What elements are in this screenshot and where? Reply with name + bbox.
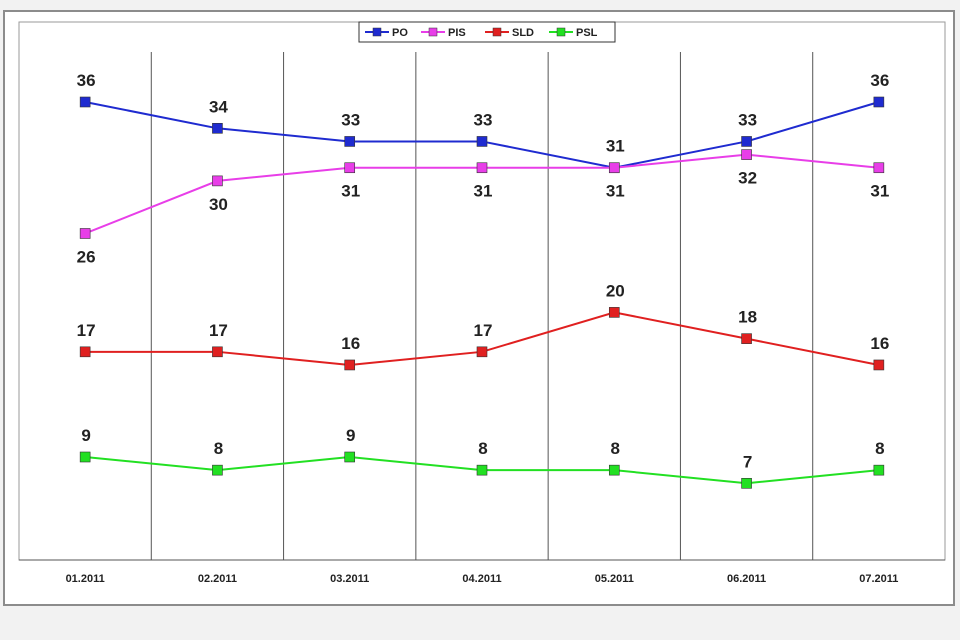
data-point-po bbox=[741, 136, 752, 147]
data-point-psl bbox=[873, 464, 885, 476]
legend-label-sld: SLD bbox=[512, 27, 534, 39]
data-label-sld: 20 bbox=[606, 281, 625, 300]
data-point-sld bbox=[79, 346, 91, 358]
data-point-po bbox=[212, 122, 223, 134]
data-label-pis: 31 bbox=[870, 182, 889, 201]
data-point-sld bbox=[212, 346, 223, 358]
data-point-pis bbox=[873, 162, 885, 174]
data-point-po bbox=[79, 96, 91, 108]
legend-marker-psl bbox=[556, 27, 566, 37]
data-point-sld bbox=[873, 359, 885, 371]
x-tick-label: 05.2011 bbox=[595, 573, 634, 585]
data-point-pis bbox=[344, 162, 356, 174]
data-point-psl bbox=[476, 464, 488, 476]
data-label-pis: 32 bbox=[738, 169, 757, 188]
data-label-pis: 31 bbox=[606, 182, 625, 201]
legend-label-po: PO bbox=[392, 27, 408, 39]
x-tick-label: 04.2011 bbox=[462, 573, 501, 585]
data-point-pis bbox=[79, 228, 91, 239]
data-point-pis bbox=[476, 162, 488, 174]
data-point-po bbox=[344, 136, 356, 147]
data-point-sld bbox=[344, 359, 356, 371]
data-point-psl bbox=[212, 464, 223, 476]
data-label-pis: 26 bbox=[77, 247, 96, 266]
data-label-sld: 17 bbox=[474, 321, 493, 340]
legend-marker-po bbox=[372, 27, 382, 37]
data-point-sld bbox=[608, 307, 620, 318]
x-tick-labels: 01.2011 02.2011 03.2011 04.2011 05.2011 06.20… bbox=[66, 573, 899, 585]
data-point-sld bbox=[476, 346, 488, 358]
series-lines bbox=[79, 96, 885, 489]
data-point-psl bbox=[79, 451, 91, 463]
data-label-po: 33 bbox=[738, 110, 757, 129]
data-label-psl: 7 bbox=[743, 452, 752, 471]
grid-lines bbox=[150, 52, 814, 560]
data-label-psl: 8 bbox=[611, 439, 620, 458]
data-label-sld: 18 bbox=[738, 308, 757, 327]
data-point-sld bbox=[741, 333, 752, 344]
data-point-po bbox=[476, 136, 488, 147]
legend-marker-pis bbox=[428, 27, 438, 37]
data-label-pis: 31 bbox=[341, 182, 360, 201]
legend: PO PIS SLD PSL bbox=[358, 21, 616, 43]
x-tick-label: 02.2011 bbox=[198, 573, 237, 585]
data-point-psl bbox=[741, 477, 752, 489]
x-tick-label: 01.2011 bbox=[66, 573, 105, 585]
data-label-po: 33 bbox=[341, 110, 360, 129]
data-label-psl: 9 bbox=[346, 426, 355, 445]
legend-label-psl: PSL bbox=[576, 27, 598, 39]
x-tick-label: 03.2011 bbox=[330, 573, 369, 585]
data-label-po: 36 bbox=[77, 71, 96, 90]
data-label-po: 31 bbox=[606, 137, 625, 156]
data-label-pis: 31 bbox=[474, 182, 493, 201]
plot-area bbox=[18, 21, 946, 561]
data-labels: 36 34 33 33 31 33 36 26 30 31 31 31 32 31 17 17 16 17 20 18… bbox=[77, 71, 890, 471]
data-label-sld: 17 bbox=[209, 321, 228, 340]
data-label-psl: 8 bbox=[875, 439, 884, 458]
line-chart: 36 34 33 33 31 33 36 26 30 31 31 31 32 31 17 17 16 17 20 18… bbox=[18, 21, 946, 585]
data-label-po: 36 bbox=[870, 71, 889, 90]
data-point-psl bbox=[608, 464, 620, 476]
legend-marker-sld bbox=[492, 27, 502, 37]
data-point-pis bbox=[608, 162, 620, 174]
data-label-sld: 17 bbox=[77, 321, 96, 340]
data-point-pis bbox=[741, 149, 752, 160]
data-point-psl bbox=[344, 451, 356, 463]
data-label-po: 33 bbox=[474, 110, 493, 129]
data-label-po: 34 bbox=[209, 97, 228, 116]
x-tick-label: 07.2011 bbox=[859, 573, 898, 585]
chart-frame: 36 34 33 33 31 33 36 26 30 31 31 31 32 31 17 17 16 17 20 18… bbox=[3, 10, 955, 606]
data-point-po bbox=[873, 96, 885, 108]
data-label-sld: 16 bbox=[341, 334, 360, 353]
legend-label-pis: PIS bbox=[448, 27, 466, 39]
data-label-pis: 30 bbox=[209, 195, 228, 214]
data-point-pis bbox=[212, 175, 223, 187]
data-label-psl: 8 bbox=[478, 439, 487, 458]
x-tick-label: 06.2011 bbox=[727, 573, 766, 585]
data-label-psl: 8 bbox=[214, 439, 223, 458]
data-label-psl: 9 bbox=[81, 426, 90, 445]
data-label-sld: 16 bbox=[870, 334, 889, 353]
